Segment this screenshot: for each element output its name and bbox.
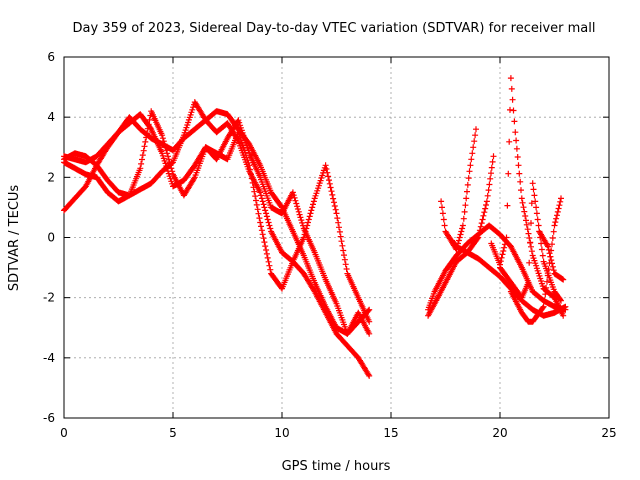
x-tick-label: 5 <box>169 426 177 440</box>
y-tick-label: 0 <box>47 231 55 245</box>
data-series <box>61 75 569 379</box>
chart-title: Day 359 of 2023, Sidereal Day-to-day VTE… <box>73 21 596 36</box>
x-tick-label: 0 <box>60 426 68 440</box>
series-sat-h <box>449 153 497 256</box>
series-markers <box>536 228 567 283</box>
series-sat-f <box>425 222 569 313</box>
series-markers <box>438 126 479 253</box>
series-markers <box>61 108 373 325</box>
y-tick-label: 6 <box>47 50 55 64</box>
series-sat-i <box>488 75 567 319</box>
y-tick-label: -4 <box>43 351 55 365</box>
x-tick-label: 10 <box>274 426 289 440</box>
series-sat-g <box>438 126 479 253</box>
x-axis-label: GPS time / hours <box>282 459 391 474</box>
series-markers <box>449 153 497 256</box>
x-tick-label: 15 <box>383 426 398 440</box>
series-sat-c <box>61 108 373 325</box>
y-tick-label: 2 <box>47 170 55 184</box>
y-tick-label: 4 <box>47 110 55 124</box>
series-sat-l <box>536 228 567 283</box>
series-markers <box>488 75 567 319</box>
x-tick-label: 20 <box>492 426 507 440</box>
series-markers <box>425 249 569 319</box>
y-tick-label: -2 <box>43 291 55 305</box>
y-tick-label: -6 <box>43 411 55 425</box>
series-sat-e <box>425 249 569 319</box>
series-markers <box>61 111 373 337</box>
x-tick-label: 25 <box>601 426 616 440</box>
series-markers <box>425 222 569 313</box>
y-axis-label: SDTVAR / TECUs <box>7 185 22 292</box>
series-sat-d <box>61 111 373 337</box>
axis-ticks: 0 5 10 15 20 25 -6 -4 -2 0 2 4 6 <box>43 50 617 440</box>
